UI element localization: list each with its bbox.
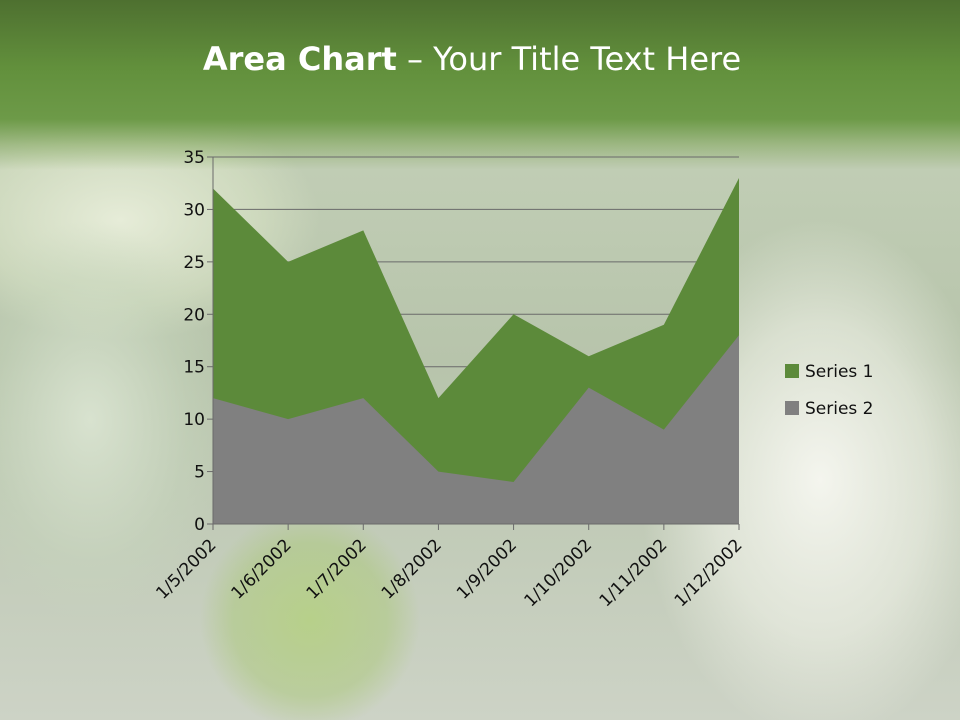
y-tick-label: 0 — [194, 515, 205, 535]
area-series-2 — [213, 335, 739, 524]
x-tick-label: 1/6/2002 — [228, 535, 296, 603]
x-tick-label: 1/8/2002 — [378, 535, 446, 603]
legend-label: Series 1 — [805, 362, 874, 382]
slide-title: Area Chart – Your Title Text Here — [202, 40, 742, 78]
x-tick-label: 1/11/2002 — [596, 535, 672, 611]
x-tick-label: 1/5/2002 — [152, 535, 220, 603]
x-tick-label: 1/9/2002 — [453, 535, 521, 603]
x-tick-label: 1/10/2002 — [520, 535, 596, 611]
y-tick-label: 35 — [183, 148, 205, 168]
y-tick-label: 15 — [183, 358, 205, 378]
x-tick-label: 1/12/2002 — [671, 535, 747, 611]
x-tick-label: 1/7/2002 — [303, 535, 371, 603]
legend-swatch — [785, 401, 799, 415]
y-tick-label: 25 — [183, 253, 205, 273]
y-tick-label: 20 — [183, 305, 205, 325]
y-tick-label: 10 — [183, 410, 205, 430]
legend-swatch — [785, 364, 799, 378]
title-banner — [0, 0, 960, 170]
y-tick-label: 30 — [183, 200, 205, 220]
legend-label: Series 2 — [805, 399, 874, 419]
y-tick-label: 5 — [194, 463, 205, 483]
